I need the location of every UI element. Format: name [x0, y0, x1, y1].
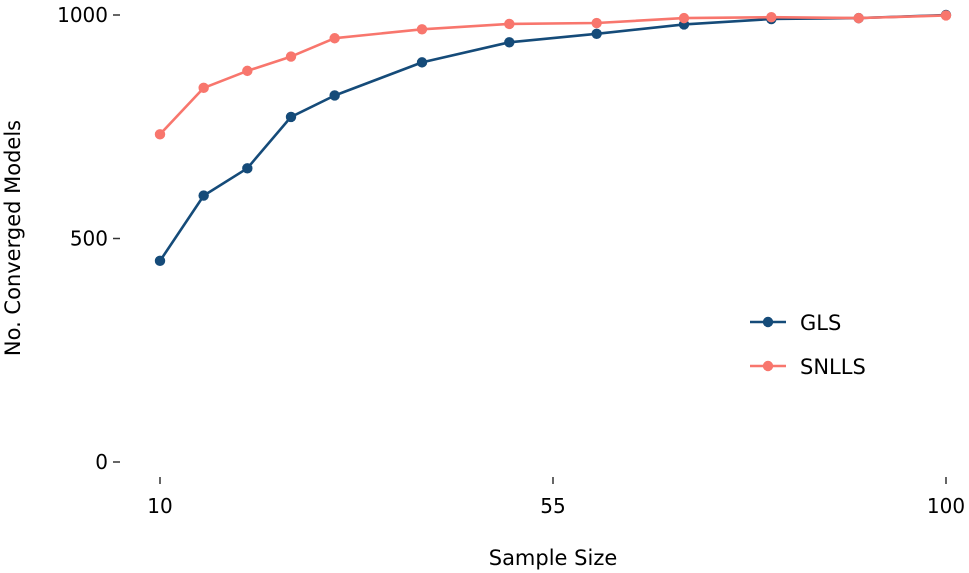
x-axis: 10 55 100 [147, 477, 965, 518]
data-point [766, 12, 777, 23]
legend-label: GLS [800, 311, 841, 335]
series-line [159, 14, 947, 136]
series-snlls [154, 10, 952, 140]
x-axis-title: Sample Size [489, 546, 618, 570]
data-point [504, 37, 515, 48]
data-point [198, 82, 209, 94]
series-layer [154, 9, 952, 267]
data-point [678, 12, 690, 24]
series-line [158, 13, 947, 262]
x-tick-label: 10 [147, 494, 172, 518]
data-point [154, 255, 166, 267]
data-point [416, 57, 428, 68]
data-point [242, 163, 253, 174]
data-point [242, 65, 253, 77]
data-point [198, 190, 209, 201]
data-point [853, 12, 864, 24]
data-point [591, 17, 602, 29]
data-point [329, 33, 340, 44]
y-axis: 0 500 1000 [57, 3, 120, 474]
data-point [154, 129, 166, 140]
y-tick-label: 0 [95, 450, 108, 474]
data-point [504, 18, 515, 30]
legend-item: SNLLS [750, 355, 866, 379]
legend: GLS SNLLS [750, 311, 866, 379]
y-tick-label: 500 [70, 227, 108, 251]
legend-item: GLS [750, 311, 841, 335]
y-axis-title: No. Converged Models [1, 120, 25, 356]
data-point [591, 28, 602, 39]
legend-label: SNLLS [800, 355, 866, 379]
series-gls [154, 9, 952, 267]
x-tick-label: 55 [540, 494, 565, 518]
data-point [285, 111, 297, 123]
data-point [940, 10, 952, 21]
data-point [285, 51, 297, 62]
legend-swatch-point [762, 360, 774, 372]
data-point [416, 24, 428, 35]
data-point [329, 90, 340, 101]
legend-swatch-point [762, 316, 774, 328]
x-tick-label: 100 [927, 494, 965, 518]
y-tick-label: 1000 [57, 3, 108, 27]
